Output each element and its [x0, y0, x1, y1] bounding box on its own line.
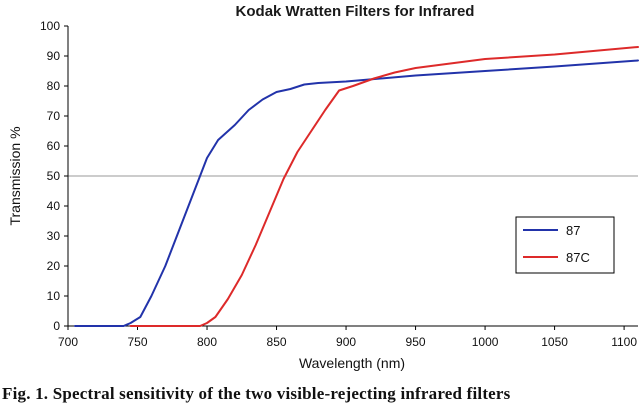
x-tick-label: 1100	[611, 335, 637, 349]
legend-label-87C: 87C	[566, 250, 590, 265]
y-tick-label: 30	[47, 229, 61, 243]
series-lines	[74, 46, 639, 327]
y-tick-label: 60	[47, 139, 61, 153]
x-axis-ticks: 700 750 800 850 900 950 1000 1050 1100	[58, 326, 637, 349]
figure-caption: Fig. 1. Spectral sensitivity of the two …	[2, 384, 511, 403]
x-tick-label: 900	[336, 335, 356, 349]
y-tick-label: 0	[53, 319, 60, 333]
y-tick-label: 10	[47, 289, 61, 303]
chart: Kodak Wratten Filters for Infrared 0 10 20…	[7, 3, 639, 371]
series-line-87C	[129, 46, 639, 327]
x-tick-label: 1000	[472, 335, 499, 349]
y-axis-ticks: 0 10 20 30 40 50 60 70 80 90 100	[40, 19, 68, 333]
x-tick-label: 1050	[541, 335, 568, 349]
y-tick-label: 80	[47, 79, 61, 93]
y-tick-label: 50	[47, 169, 61, 183]
x-tick-label: 700	[58, 335, 78, 349]
y-tick-label: 90	[47, 49, 61, 63]
x-tick-label: 800	[197, 335, 217, 349]
y-tick-label: 70	[47, 109, 61, 123]
x-tick-label: 950	[406, 335, 426, 349]
y-tick-label: 20	[47, 259, 61, 273]
y-axis-label: Transmission %	[7, 126, 23, 225]
y-tick-label: 40	[47, 199, 61, 213]
legend-label-87: 87	[566, 223, 580, 238]
x-tick-label: 750	[127, 335, 147, 349]
y-tick-label: 100	[40, 19, 60, 33]
x-axis-label: Wavelength (nm)	[299, 355, 405, 371]
legend-box	[515, 216, 615, 274]
series-line-87	[74, 59, 639, 327]
chart-title: Kodak Wratten Filters for Infrared	[236, 3, 475, 20]
x-tick-label: 850	[267, 335, 287, 349]
legend: 87 87C	[515, 216, 615, 274]
